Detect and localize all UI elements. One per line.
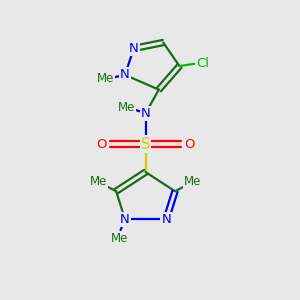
Text: O: O: [184, 138, 195, 151]
Text: N: N: [120, 213, 130, 226]
Text: N: N: [161, 213, 171, 226]
Text: O: O: [96, 138, 107, 151]
Text: N: N: [141, 107, 151, 120]
Text: N: N: [129, 42, 139, 55]
Text: S: S: [141, 136, 150, 152]
Text: Cl: Cl: [196, 57, 209, 70]
Text: Me: Me: [184, 175, 201, 188]
Text: Me: Me: [97, 72, 114, 85]
Text: Me: Me: [118, 101, 135, 114]
Text: Me: Me: [110, 232, 128, 245]
Text: N: N: [120, 68, 130, 81]
Text: Me: Me: [90, 175, 107, 188]
